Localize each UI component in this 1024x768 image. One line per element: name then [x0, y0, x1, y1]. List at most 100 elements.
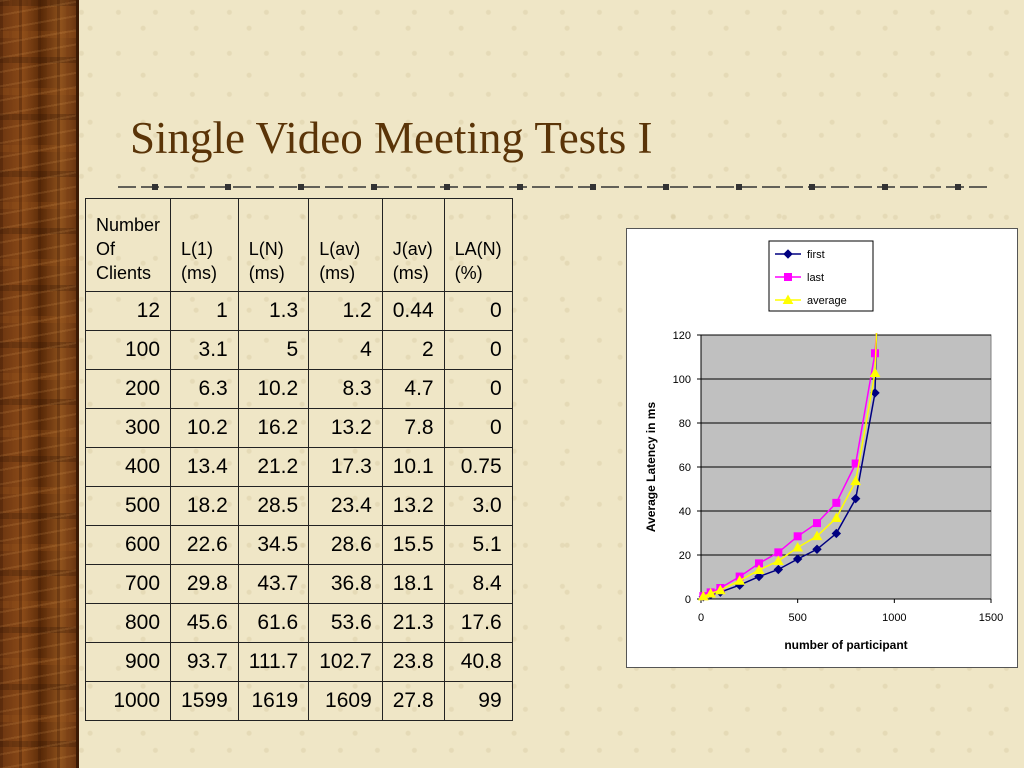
table-row: 700 29.8 43.7 36.8 18.1 8.4	[84, 564, 513, 604]
divider-dot	[809, 184, 815, 190]
wood-panel-edge	[76, 0, 79, 768]
y-tick-label: 60	[679, 462, 691, 474]
header-line: (%)	[454, 263, 483, 283]
table-cell: 3.1	[170, 330, 239, 370]
table-cell: 21.2	[237, 447, 310, 487]
divider-dot	[590, 184, 596, 190]
table-cell: 15.5	[381, 525, 445, 565]
legend-label-first: first	[807, 249, 825, 261]
table-cell: 10.2	[170, 408, 239, 448]
point-average	[714, 584, 726, 595]
table-cell: 0.75	[443, 447, 513, 487]
latency-chart: 0 20 40 60 80 100 120 0 500 1000 1500 number of par…	[626, 228, 1018, 668]
slide-title: Single Video Meeting Tests I	[130, 113, 653, 163]
header-line: L(av)	[319, 239, 361, 259]
header-clients: Number Of Clients	[84, 198, 172, 292]
table-cell: 22.6	[170, 525, 239, 565]
header-line: Number	[96, 215, 161, 235]
point-first	[831, 528, 842, 539]
divider-dot	[517, 184, 523, 190]
table-body: 12 1 1.3 1.2 0.44 0 100 3.1 5 4 2 0 200 6.3 10.2 8.3 4.7…	[84, 291, 513, 721]
wood-panel	[0, 0, 76, 768]
results-table: Number Of Clients L(1) (ms) L(N) (ms) L(…	[84, 198, 513, 721]
divider-dot	[736, 184, 742, 190]
table-cell: 1000	[84, 681, 172, 721]
table-cell: 18.1	[381, 564, 445, 604]
table-cell: 0.44	[381, 291, 445, 331]
x-axis-label: number of participant	[784, 638, 907, 652]
divider-dot	[152, 184, 158, 190]
table-cell: 4	[308, 330, 383, 370]
point-average	[869, 367, 881, 378]
table-cell: 8.4	[443, 564, 513, 604]
table-cell: 300	[84, 408, 172, 448]
y-tick-label: 40	[679, 506, 691, 518]
table-cell: 5.1	[443, 525, 513, 565]
table-cell: 200	[84, 369, 172, 409]
table-cell: 28.6	[308, 525, 383, 565]
header-lav: L(av) (ms)	[308, 198, 383, 292]
table-cell: 28.5	[237, 486, 310, 526]
point-first	[773, 564, 784, 575]
header-line: (ms)	[248, 263, 285, 283]
table-row: 800 45.6 61.6 53.6 21.3 17.6	[84, 603, 513, 643]
table-cell: 1	[170, 291, 239, 331]
header-line: Clients	[96, 263, 152, 283]
divider-dot	[371, 184, 377, 190]
point-last	[793, 532, 802, 541]
point-average	[697, 590, 709, 601]
title-divider	[118, 184, 990, 190]
legend-label-last: last	[807, 272, 824, 284]
table-row: 400 13.4 21.2 17.3 10.1 0.75	[84, 447, 513, 487]
y-axis-label: Average Latency in ms	[644, 402, 658, 533]
point-average	[753, 564, 765, 574]
point-first	[754, 571, 764, 582]
table-row: 200 6.3 10.2 8.3 4.7 0	[84, 369, 513, 409]
y-tick-label: 20	[679, 550, 691, 562]
table-cell: 13.4	[170, 447, 239, 487]
point-average	[850, 475, 862, 486]
table-cell: 29.8	[170, 564, 239, 604]
table-cell: 36.8	[308, 564, 383, 604]
header-line: L(1)	[181, 239, 214, 259]
legend-marker-first	[783, 249, 793, 259]
legend-marker-last	[784, 273, 792, 281]
table-cell: 21.3	[381, 603, 445, 643]
table-row: 600 22.6 34.5 28.6 15.5 5.1	[84, 525, 513, 565]
point-first	[812, 544, 822, 554]
table-cell: 900	[84, 642, 172, 682]
table-row: 12 1 1.3 1.2 0.44 0	[84, 291, 513, 331]
table-cell: 99	[443, 681, 513, 721]
table-cell: 0	[443, 291, 513, 331]
table-cell: 0	[443, 330, 513, 370]
table-cell: 45.6	[170, 603, 239, 643]
table-cell: 27.8	[381, 681, 445, 721]
point-last	[774, 548, 783, 557]
table-cell: 1609	[308, 681, 383, 721]
table-row: 500 18.2 28.5 23.4 13.2 3.0	[84, 486, 513, 526]
point-last	[832, 498, 841, 507]
table-cell: 13.2	[381, 486, 445, 526]
table-row: 300 10.2 16.2 13.2 7.8 0	[84, 408, 513, 448]
point-average	[830, 512, 842, 523]
table-cell: 10.1	[381, 447, 445, 487]
latency-chart-svg: 0 20 40 60 80 100 120 0 500 1000 1500 number of par…	[644, 240, 1003, 652]
table-cell: 111.7	[237, 642, 310, 682]
table-cell: 100	[84, 330, 172, 370]
table-cell: 10.2	[237, 369, 310, 409]
table-cell: 23.8	[381, 642, 445, 682]
table-cell: 2	[381, 330, 445, 370]
point-average	[705, 587, 717, 598]
x-tick-label: 1000	[882, 612, 906, 624]
header-line: (ms)	[319, 263, 356, 283]
divider-dot	[663, 184, 669, 190]
header-line: J(av)	[392, 239, 433, 259]
point-first	[792, 554, 803, 564]
table-cell: 8.3	[308, 369, 383, 409]
table-cell: 3.0	[443, 486, 513, 526]
divider-dot	[298, 184, 304, 190]
divider-dot	[882, 184, 888, 190]
x-tick-label: 500	[788, 612, 806, 624]
table-cell: 12	[84, 291, 172, 331]
table-cell: 5	[237, 330, 310, 370]
